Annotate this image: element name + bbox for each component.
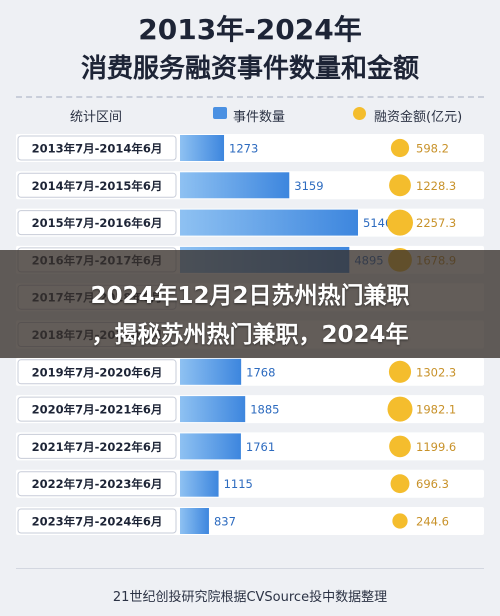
category-label: 2021年7月-2022年6月 <box>32 440 163 454</box>
legend-amount-label: 融资金额(亿元) <box>374 110 463 125</box>
category-label-box <box>17 508 177 534</box>
count-value-label: 1885 <box>250 403 279 417</box>
category-label-box <box>17 433 177 459</box>
amount-value-label: 1982.1 <box>416 403 456 417</box>
category-label-box <box>17 135 177 161</box>
category-label-box <box>17 396 177 422</box>
category-label: 2020年7月-2021年6月 <box>32 403 163 417</box>
chart-title-line2: 消费服务融资事件数量和金额 <box>80 54 419 84</box>
count-bar <box>180 135 225 161</box>
count-bar <box>180 358 242 385</box>
amount-value-label: 1228.3 <box>416 179 456 193</box>
count-value-label: 5146 <box>363 216 392 230</box>
legend-count-label: 事件数量 <box>233 110 286 125</box>
amount-dot <box>388 360 412 383</box>
legend-count-swatch <box>213 107 227 119</box>
count-value-label: 837 <box>214 515 236 529</box>
amount-dot <box>387 396 413 422</box>
title-divider <box>16 96 484 98</box>
category-label: 2019年7月-2020年6月 <box>32 365 163 379</box>
category-label-box <box>17 359 177 385</box>
count-value-label: 1115 <box>224 477 253 491</box>
category-label: 2022年7月-2023年6月 <box>32 477 163 491</box>
amount-dot <box>392 513 408 529</box>
category-label: 2015年7月-2016年6月 <box>32 216 163 230</box>
overlay-banner <box>0 250 500 358</box>
amount-dot <box>390 474 410 494</box>
count-value-label: 3159 <box>294 179 323 193</box>
legend-amount-dot <box>353 107 366 120</box>
count-value-label: 1273 <box>229 142 258 156</box>
amount-dot <box>387 209 413 236</box>
count-bar <box>180 433 241 460</box>
amount-value-label: 244.6 <box>416 515 449 529</box>
amount-value-label: 696.3 <box>416 477 449 491</box>
amount-value-label: 598.2 <box>416 142 449 156</box>
source-note: 21世纪创投研究院根据CVSource投中数据整理 <box>112 590 388 605</box>
count-value-label: 1761 <box>246 440 275 454</box>
count-bar <box>180 209 358 236</box>
overlay-headline-line2: ，揭秘苏州热门兼职，2024年 <box>91 322 409 348</box>
category-label: 2023年7月-2024年6月 <box>32 515 163 529</box>
category-label: 2014年7月-2015年6月 <box>32 179 163 193</box>
category-label-box <box>17 471 177 497</box>
amount-value-label: 1199.6 <box>416 440 456 454</box>
category-label: 2013年7月-2014年6月 <box>32 142 163 156</box>
category-column-header: 统计区间 <box>70 110 123 125</box>
amount-dot <box>390 138 410 158</box>
count-bar <box>180 470 219 497</box>
count-bar <box>180 172 290 199</box>
count-bar <box>180 396 246 423</box>
category-label-box <box>17 210 177 236</box>
count-bar <box>180 508 209 534</box>
footer-divider <box>16 568 484 569</box>
category-label-box <box>17 172 177 198</box>
amount-dot <box>389 435 411 458</box>
chart-title-line1: 2013年-2024年 <box>138 13 362 46</box>
overlay-headline-line1: 2024年12月2日苏州热门兼职 <box>90 283 410 309</box>
amount-dot <box>389 174 411 197</box>
amount-value-label: 1302.3 <box>416 365 456 379</box>
count-value-label: 1768 <box>246 365 275 379</box>
amount-value-label: 2257.3 <box>416 216 456 230</box>
